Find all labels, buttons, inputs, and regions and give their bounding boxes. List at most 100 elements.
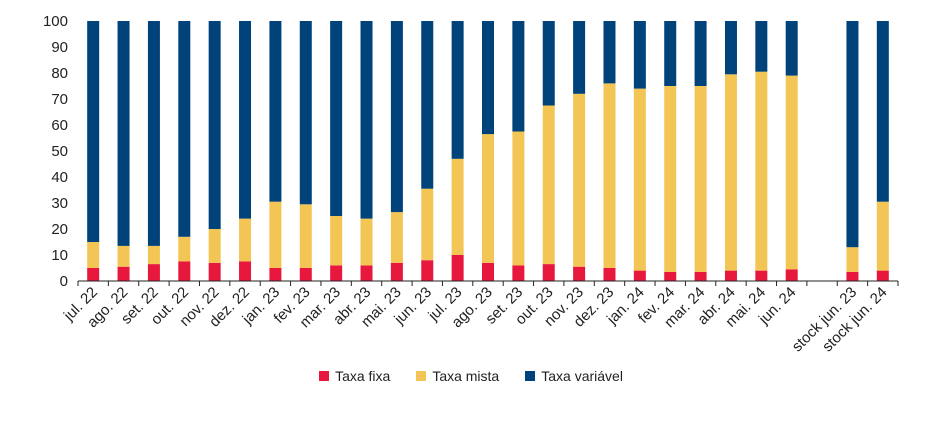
bar-segment-fixa [724,270,737,281]
legend-swatch-mista [416,371,427,381]
bar-segment-variavel [633,21,646,89]
legend-swatch-variavel [525,371,536,381]
bar-segment-fixa [512,265,525,281]
bar-segment-fixa [573,266,586,281]
bar-segment-mista [87,242,100,268]
bar-segment-mista [876,201,889,271]
bar-segment-variavel [269,21,282,202]
bar-segment-mista [117,245,130,267]
y-tick-label: 100 [43,13,68,30]
bar-segment-mista [239,218,252,262]
bar-segment-mista [664,86,677,272]
y-tick-label: 90 [51,39,68,56]
bar-segment-fixa [694,271,707,281]
bar-segment-mista [330,216,343,266]
bar-segment-fixa [603,268,616,281]
bar-segment-mista [390,212,403,263]
bar-segment-variavel [360,21,373,219]
bar-segment-fixa [117,266,130,281]
bar-segment-fixa [208,262,221,281]
bar-segment-fixa [330,265,343,281]
bar-segment-variavel [239,21,252,219]
bar-segment-mista [147,245,160,265]
bar-segment-mista [846,247,859,272]
bar-segment-variavel [299,21,312,205]
bar-segment-mista [603,83,616,269]
legend-item-fixa: Taxa fixa [319,368,390,384]
bar-segment-fixa [542,264,555,281]
bars [87,21,889,281]
bar-segment-variavel [482,21,494,135]
bar-segment-fixa [360,265,373,281]
bar-segment-variavel [512,21,525,132]
bar-segment-fixa [269,268,282,281]
y-tick-label: 40 [51,169,68,186]
bar-segment-fixa [239,261,252,281]
bar-segment-fixa [785,269,798,281]
bar-segment-variavel [117,21,130,246]
bar-segment-variavel [664,21,677,86]
bar-segment-fixa [178,261,191,281]
bar-segment-variavel [876,21,889,202]
bar-segment-mista [269,201,282,268]
bar-segment-mista [451,158,464,255]
bar-segment-fixa [846,271,859,281]
bar-segment-variavel [390,21,403,213]
bar-segment-mista [360,218,373,266]
bar-segment-fixa [664,271,677,281]
bar-segment-fixa [482,262,494,281]
legend-swatch-fixa [319,371,330,381]
bar-segment-fixa [147,264,160,281]
bar-segment-variavel [785,21,798,76]
bar-segment-fixa [876,270,889,281]
legend-item-variavel: Taxa variável [525,368,623,384]
bar-segment-variavel [178,21,191,237]
bar-segment-variavel [542,21,555,106]
bar-segment-mista [694,86,707,272]
y-tick-label: 60 [51,117,68,134]
y-tick-label: 0 [60,273,68,290]
bar-segment-mista [512,131,525,266]
bar-segment-mista [542,105,555,265]
bar-segment-fixa [87,268,100,281]
bar-segment-mista [785,75,798,270]
bar-segment-variavel [694,21,707,86]
bar-segment-variavel [330,21,343,216]
y-tick-label: 80 [51,65,68,82]
bar-segment-variavel [603,21,616,84]
legend: Taxa fixa Taxa mista Taxa variável [0,366,942,386]
bar-segment-fixa [451,255,464,281]
y-tick-label: 20 [51,221,68,238]
bar-segment-variavel [421,21,434,189]
bar-segment-variavel [451,21,464,159]
bar-segment-variavel [147,21,160,246]
bar-segment-mista [208,229,221,263]
bar-segment-mista [421,188,434,261]
bar-segment-variavel [208,21,221,229]
bar-segment-fixa [299,268,312,281]
bar-segment-fixa [390,262,403,281]
y-tick-label: 70 [51,91,68,108]
bar-segment-fixa [633,270,646,281]
legend-label-mista: Taxa mista [432,368,500,384]
y-axis: 0 10 20 30 40 50 60 70 80 90 100 [43,13,68,290]
legend-item-mista: Taxa mista [416,368,499,384]
bar-segment-variavel [87,21,100,242]
bar-segment-mista [482,134,494,263]
bar-segment-fixa [421,260,434,281]
bar-segment-variavel [724,21,737,75]
bar-segment-fixa [755,270,768,281]
y-tick-label: 30 [51,195,68,212]
bar-segment-variavel [573,21,586,94]
bar-segment-mista [724,74,737,271]
bar-segment-mista [299,204,312,268]
legend-label-variavel: Taxa variável [541,368,623,384]
bar-segment-variavel [846,21,859,248]
bar-segment-mista [633,88,646,271]
y-tick-label: 10 [51,247,68,264]
bar-segment-mista [178,236,191,262]
bar-segment-mista [573,93,586,267]
bar-segment-variavel [755,21,768,72]
legend-label-fixa: Taxa fixa [335,368,391,384]
